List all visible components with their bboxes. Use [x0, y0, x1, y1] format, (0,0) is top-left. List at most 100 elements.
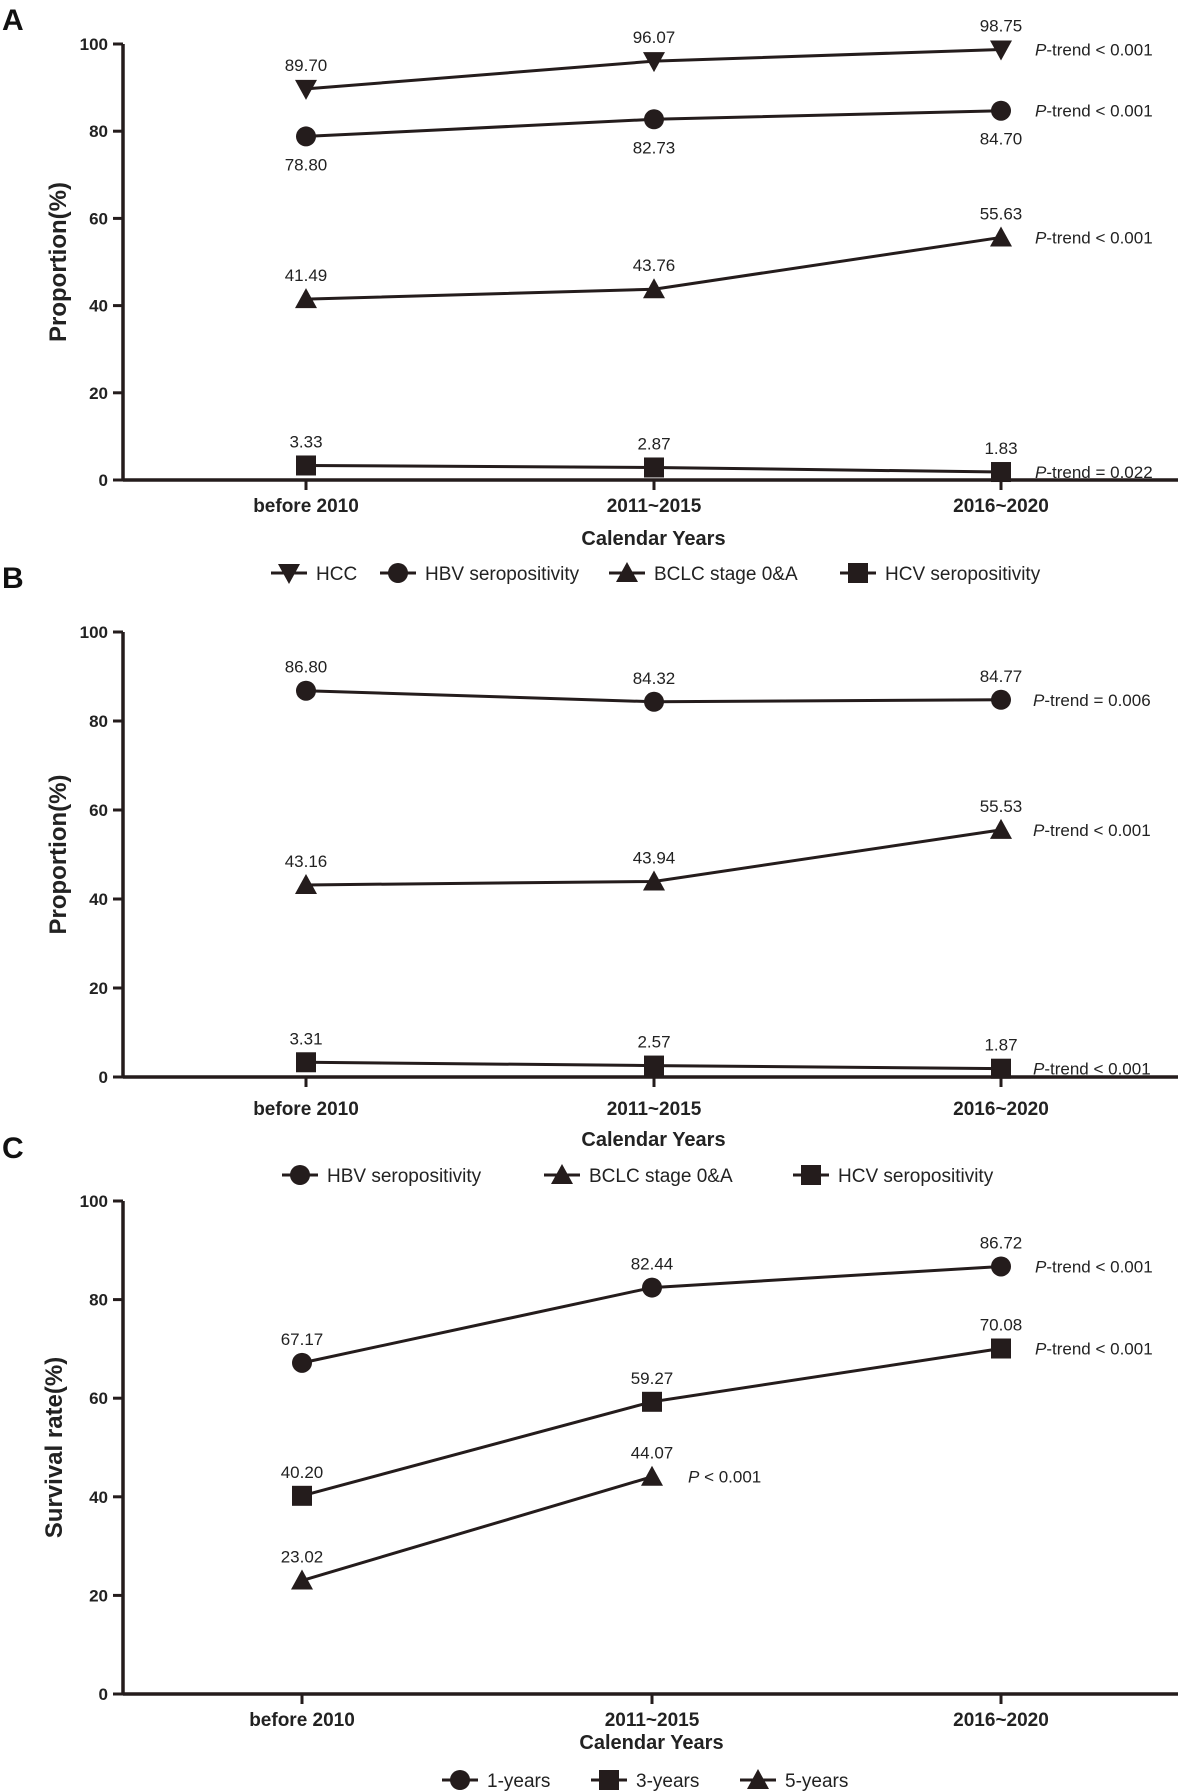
data-label: 1.87 [984, 1036, 1017, 1055]
panel-c: C 0 20 40 60 80 100 before 2010 2011~2015 2016~20… [2, 1132, 1178, 1791]
legend-marker [278, 564, 300, 584]
legend: 1-years 3-years 5-years [442, 1769, 848, 1791]
data-label: 3.33 [289, 432, 322, 451]
data-label: 84.70 [980, 130, 1023, 149]
legend-item-bclc-stage-0-a: BCLC stage 0&A [544, 1164, 733, 1187]
series-1-years: 67.17 82.44 86.72 P-trend < 0.001 [281, 1233, 1153, 1373]
data-label: 70.08 [980, 1316, 1023, 1335]
data-label: 96.07 [633, 28, 676, 47]
series-bclc-stage-0-a: 41.49 43.76 55.63 P-trend < 0.001 [285, 204, 1153, 309]
y-tick-label: 0 [99, 1068, 108, 1087]
data-point [644, 1055, 664, 1076]
data-label: 3.31 [289, 1029, 322, 1048]
panel-letter: B [2, 562, 24, 595]
data-point [641, 1465, 663, 1486]
panel-letter: C [2, 1132, 24, 1165]
data-label: 44.07 [631, 1444, 674, 1463]
y-tick-label: 0 [99, 471, 108, 490]
x-tick-label: before 2010 [249, 1710, 355, 1731]
data-point [291, 1569, 313, 1590]
legend-item-bclc-stage-0-a: BCLC stage 0&A [609, 562, 798, 585]
legend-item-hcc: HCC [271, 564, 357, 585]
data-label: 89.70 [285, 56, 328, 75]
data-point [991, 1338, 1011, 1359]
data-label: 67.17 [281, 1330, 324, 1349]
data-label: 84.32 [633, 669, 676, 688]
x-tick-label: 2011~2015 [607, 1099, 702, 1120]
data-point [644, 109, 664, 130]
legend-marker [747, 1769, 769, 1789]
y-axis-label: Proportion(%) [45, 182, 72, 342]
x-tick-label: 2016~2020 [953, 496, 1049, 517]
x-tick-label: 2011~2015 [605, 1710, 700, 1731]
panel-b: B 0 20 40 60 80 100 before 2010 2011~2015 2016~20… [2, 562, 1178, 1187]
trend-annotation: P-trend = 0.022 [1035, 463, 1153, 482]
data-point [990, 40, 1012, 61]
legend-label: HCV seropositivity [838, 1166, 994, 1187]
data-point [296, 1052, 316, 1073]
panel-letter: A [2, 4, 24, 37]
data-point [295, 873, 317, 894]
data-point [991, 462, 1011, 483]
series-hcc: 89.70 96.07 98.75 P-trend < 0.001 [285, 16, 1153, 100]
data-point [991, 689, 1011, 710]
data-label: 23.02 [281, 1548, 324, 1567]
data-label: 55.63 [980, 204, 1023, 223]
data-point [643, 278, 665, 299]
legend-item-3-years: 3-years [591, 1770, 699, 1791]
data-point [990, 226, 1012, 247]
y-tick-label: 60 [89, 209, 108, 228]
y-tick-label: 20 [89, 979, 108, 998]
series-hcv-seropositivity: 3.31 2.57 1.87 P-trend < 0.001 [289, 1029, 1151, 1079]
legend-marker [450, 1770, 470, 1790]
legend-item-hbv-seropositivity: HBV seropositivity [282, 1165, 482, 1187]
data-point [292, 1485, 312, 1506]
y-tick-label: 100 [80, 623, 108, 642]
data-label: 86.72 [980, 1233, 1023, 1252]
legend: HBV seropositivity BCLC stage 0&A HCV sero… [282, 1164, 994, 1187]
data-label: 55.53 [980, 797, 1023, 816]
data-point [644, 691, 664, 712]
legend-label: BCLC stage 0&A [589, 1166, 733, 1187]
trend-annotation: P-trend < 0.001 [1035, 1340, 1153, 1359]
legend-marker [801, 1165, 821, 1185]
legend: HCC HBV seropositivity BCLC stage 0&A HCV s… [271, 562, 1041, 585]
series-hbv-seropositivity: 86.80 84.32 84.77 P-trend = 0.006 [285, 658, 1151, 712]
data-label: 1.83 [984, 439, 1017, 458]
data-label: 84.77 [980, 667, 1023, 686]
x-axis-label: Calendar Years [581, 528, 725, 550]
y-tick-label: 40 [89, 890, 108, 909]
legend-marker [616, 562, 638, 582]
legend-label: HBV seropositivity [327, 1166, 482, 1187]
data-point [296, 680, 316, 701]
y-tick-label: 60 [89, 801, 108, 820]
y-axis-label: Survival rate(%) [41, 1357, 68, 1538]
series-line [301, 1475, 653, 1582]
y-tick-label: 20 [89, 384, 108, 403]
legend-label: 5-years [785, 1771, 848, 1791]
y-tick-label: 60 [89, 1389, 108, 1408]
series-hcv-seropositivity: 3.33 2.87 1.83 P-trend = 0.022 [289, 432, 1153, 483]
data-point [295, 288, 317, 309]
data-label: 43.16 [285, 852, 328, 871]
trend-annotation: P-trend < 0.001 [1035, 102, 1153, 121]
data-point [991, 1058, 1011, 1079]
data-point [991, 1256, 1011, 1277]
data-label: 82.73 [633, 138, 676, 157]
y-tick-label: 40 [89, 1488, 108, 1507]
legend-label: HCV seropositivity [885, 564, 1041, 585]
legend-label: 3-years [636, 1771, 699, 1791]
y-tick-label: 20 [89, 1586, 108, 1605]
legend-label: 1-years [487, 1771, 550, 1791]
y-tick-label: 0 [99, 1685, 108, 1704]
legend-marker [848, 563, 868, 583]
data-label: 2.87 [637, 434, 670, 453]
data-point [644, 457, 664, 478]
data-point [296, 455, 316, 476]
data-point [642, 1391, 662, 1412]
legend-marker [388, 563, 408, 583]
y-tick-label: 100 [80, 1192, 108, 1211]
legend-item-hcv-seropositivity: HCV seropositivity [793, 1165, 994, 1187]
y-tick-label: 80 [89, 122, 108, 141]
series-hbv-seropositivity: 78.80 82.73 84.70 P-trend < 0.001 [285, 100, 1153, 174]
